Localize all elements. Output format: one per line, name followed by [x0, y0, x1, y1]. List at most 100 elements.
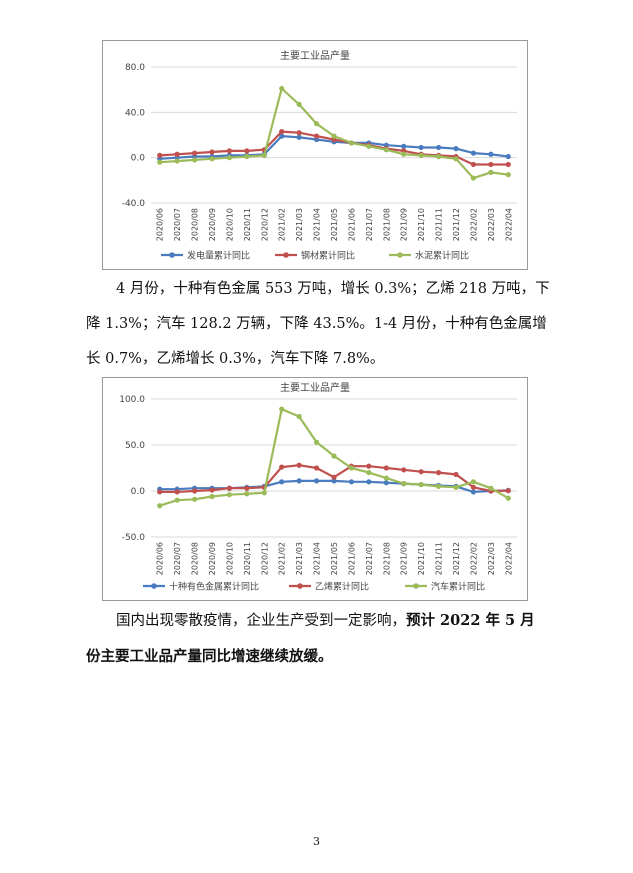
chart-2-series-0-point	[383, 480, 389, 486]
chart-1-series-2-point	[226, 155, 233, 161]
chart-2-series-1-point	[174, 489, 180, 495]
chart-2-series-0-point	[470, 489, 477, 495]
chart-2-xtick-label: 2021/02	[278, 542, 287, 575]
chart-2-legend-label-0: 十种有色金属累计同比	[169, 581, 259, 593]
chart-1-xtick-label: 2021/03	[295, 208, 304, 241]
chart-1-series-2-point	[383, 147, 389, 153]
chart-1-series-0-point	[279, 133, 285, 139]
chart-1-series-2-point	[313, 121, 320, 127]
chart-1-xtick-label: 2021/02	[278, 208, 287, 241]
chart-2-series-2-point	[244, 491, 250, 497]
chart-1-series-1-point	[470, 161, 477, 168]
chart-2-legend-marker-2	[413, 583, 419, 589]
chart-1-series-2-point	[279, 85, 285, 92]
chart-1-xtick-label: 2021/10	[417, 208, 426, 241]
chart-1-title: 主要工业品产量	[280, 49, 350, 62]
chart-1-xtick-label: 2020/07	[173, 208, 182, 241]
chart-2-series-1-point	[331, 474, 337, 480]
chart-2-series-2-point	[226, 492, 233, 498]
chart-1-series-0-point	[453, 146, 459, 152]
paragraph-1-line-2: 降 1.3%；汽车 128.2 万辆，下降 43.5%。1-4 月份，十种有色金…	[86, 316, 547, 332]
chart-1-xtick-label: 2022/04	[504, 208, 513, 241]
chart-2-legend-label-2: 汽车累计同比	[431, 581, 485, 593]
chart-2-xtick-label: 2021/09	[400, 542, 409, 575]
chart-1-series-1-point	[279, 129, 285, 135]
paragraph-2-line-1-bold: 预计 2022 年 5 月	[406, 612, 535, 629]
chart-1-ytick-label: 80.0	[125, 63, 145, 73]
chart-2-series-2-point	[488, 485, 494, 491]
chart-1-xtick-label: 2021/11	[435, 208, 444, 241]
chart-2-series-2-point	[209, 493, 215, 500]
chart-1-series-1-point	[191, 150, 198, 156]
chart-1-series-2-point	[331, 133, 337, 139]
chart-2-series-2-point	[435, 483, 442, 489]
chart-2-series-2-point	[348, 465, 355, 471]
chart-2-series-1-point	[296, 462, 302, 468]
chart-1-series-2-point	[174, 158, 180, 164]
chart-1-xtick-label: 2020/11	[243, 208, 252, 241]
chart-1-series-2-point	[453, 156, 459, 162]
chart-1-series-0-point	[505, 153, 511, 160]
paragraph-1: 4 月份，十种有色金属 553 万吨，增长 0.3%；乙烯 218 万吨，下 降…	[86, 272, 556, 377]
chart-2-xtick-label: 2022/02	[469, 542, 478, 575]
chart-1-series-2-point	[157, 159, 163, 165]
chart-2-ytick-label: 50.0	[125, 441, 145, 451]
chart-1-xtick-label: 2022/03	[487, 208, 496, 241]
paragraph-1-line-3: 长 0.7%，乙烯增长 0.3%，汽车下降 7.8%。	[86, 351, 385, 367]
paragraph-2-line-1-normal: 国内出现零散疫情，企业生产受到一定影响，	[116, 613, 406, 629]
chart-2-series-0-point	[366, 479, 372, 485]
chart-1-series-2-point	[348, 140, 355, 146]
chart-2-series-1-point	[244, 485, 250, 491]
chart-2-xtick-label: 2020/06	[156, 542, 165, 575]
chart-2-series-0-point	[331, 478, 337, 484]
chart-2-series-2-point	[174, 497, 180, 503]
chart-1-xtick-label: 2021/12	[452, 208, 461, 241]
chart-2-series-0-point	[296, 478, 302, 484]
chart-1-ytick-label: 0.0	[131, 154, 146, 164]
chart-2-series-1-point	[279, 464, 285, 470]
chart-1-series-1-point	[296, 130, 302, 136]
chart-2-series-1-point	[209, 487, 215, 493]
chart-1-ytick-label: 40.0	[125, 108, 145, 118]
chart-1-series-2-point	[470, 175, 477, 181]
chart-1-series-2-point	[435, 153, 442, 160]
chart-1-series-0-point	[435, 144, 442, 151]
chart-1-series-2-point	[296, 101, 302, 107]
chart-2-xtick-label: 2021/08	[382, 542, 391, 575]
chart-2-ytick-label: 100.0	[119, 395, 145, 405]
chart-2-series-1-point	[435, 470, 442, 476]
chart-1-series-0-point	[470, 150, 477, 156]
chart-2-series-2-point	[383, 475, 389, 481]
chart-2-series-1-point	[505, 488, 511, 494]
chart-1-legend-marker-2	[397, 252, 403, 258]
chart-2-legend-marker-1	[297, 583, 303, 589]
chart-2-series-2-point	[191, 496, 198, 502]
chart-2-title: 主要工业品产量	[280, 381, 350, 394]
chart-1-series-2-point	[366, 143, 372, 149]
chart-1-series-1-point	[505, 161, 511, 168]
chart-2-xtick-label: 2022/03	[487, 542, 496, 575]
chart-2-ytick-label: -50.0	[122, 533, 146, 543]
paragraph-2-line-1: 国内出现零散疫情，企业生产受到一定影响，预计 2022 年 5 月	[86, 603, 556, 639]
chart-2-series-1-point	[453, 471, 459, 478]
chart-1-xtick-label: 2021/08	[382, 208, 391, 241]
chart-2-xtick-label: 2020/10	[225, 542, 234, 575]
chart-2-xtick-label: 2021/12	[452, 542, 461, 575]
chart-1-xtick-label: 2022/02	[469, 208, 478, 241]
chart-1-series-1-point	[226, 148, 233, 154]
chart-2-legend-marker-0	[151, 583, 157, 589]
chart-2-series-2-point	[453, 484, 459, 490]
chart-2-series-1-point	[418, 469, 424, 475]
chart-1-xtick-label: 2020/08	[191, 208, 200, 241]
chart-2-series-1-point	[226, 485, 233, 491]
chart-2-series-2-point	[331, 453, 337, 459]
chart-2-series-0-point	[348, 479, 355, 485]
chart-2-xtick-label: 2021/10	[417, 542, 426, 575]
paragraph-2-line-2: 份主要工业品产量同比增速继续放缓。	[86, 648, 333, 665]
chart-2-series-1-point	[157, 489, 163, 495]
chart-1-series-1-point	[488, 161, 494, 168]
chart-2-series-2-point	[313, 439, 320, 445]
chart-2-series-0-point	[313, 478, 320, 484]
chart-1-series-1-point	[313, 133, 320, 139]
chart-1-xtick-label: 2021/07	[365, 208, 374, 241]
